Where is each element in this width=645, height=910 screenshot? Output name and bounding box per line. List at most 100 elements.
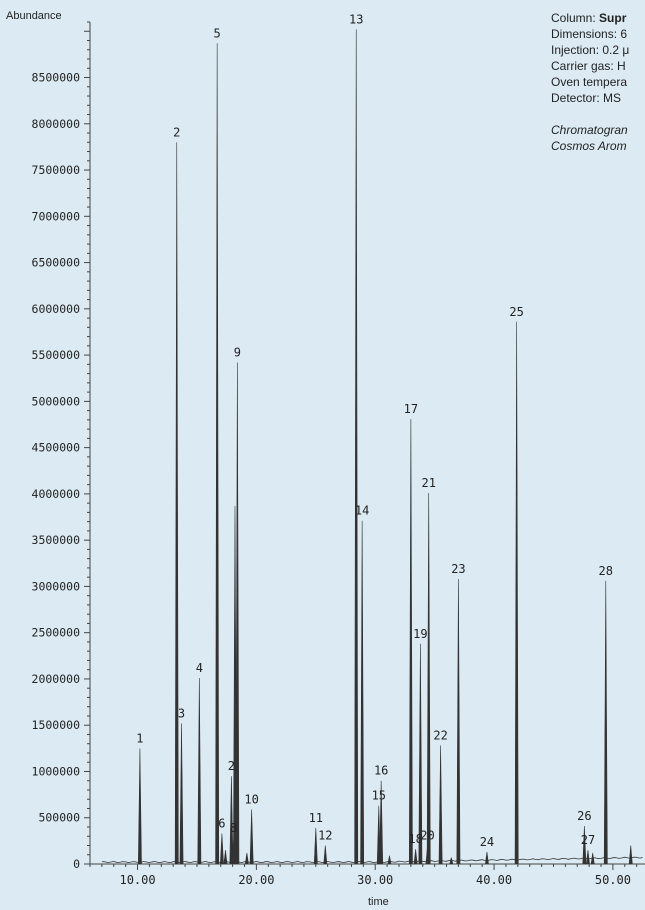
peak-14 bbox=[360, 520, 365, 865]
peak-18 bbox=[413, 849, 418, 865]
peak-26 bbox=[582, 826, 587, 865]
peak-12 bbox=[323, 845, 328, 865]
peak-21 bbox=[426, 492, 431, 865]
y-tick-label: 2000000 bbox=[32, 672, 81, 686]
peak-5 bbox=[215, 43, 220, 865]
peak-label: 1 bbox=[136, 731, 143, 745]
y-tick-label: 5500000 bbox=[32, 348, 81, 362]
peak-label: 11 bbox=[309, 811, 323, 825]
column-value: Supr bbox=[599, 11, 627, 25]
axes: 0 500000 1000000 1500000 2000000 2500000 30000… bbox=[32, 21, 645, 887]
y-tick-label: 5000000 bbox=[32, 394, 81, 408]
peak-label: 17 bbox=[404, 402, 418, 416]
peak-label: 2 bbox=[173, 125, 180, 139]
peak-10 bbox=[249, 809, 254, 865]
peak-11 bbox=[313, 827, 318, 865]
note-line-1: Chromatogran bbox=[551, 123, 628, 137]
y-tick-label: 8500000 bbox=[32, 71, 81, 85]
column-line: Column: Supr bbox=[551, 10, 645, 26]
x-tick-label: 30.00 bbox=[357, 873, 393, 887]
y-axis-label: Abundance bbox=[6, 10, 62, 22]
peak-label: 22 bbox=[433, 729, 447, 743]
y-tick-label: 1000000 bbox=[32, 764, 81, 778]
peak-label: 25 bbox=[509, 305, 523, 319]
peak-label: 19 bbox=[413, 627, 427, 641]
y-tick-label: 4000000 bbox=[32, 487, 81, 501]
y-tick-label: 1500000 bbox=[32, 718, 81, 732]
peak-6 bbox=[220, 833, 224, 865]
y-tick-label: 0 bbox=[73, 857, 80, 871]
y-tick-label: 8000000 bbox=[32, 117, 81, 131]
y-tick-label: 3500000 bbox=[32, 533, 81, 547]
peak-28 bbox=[603, 580, 608, 865]
y-tick-label: 7500000 bbox=[32, 163, 81, 177]
peak-label: 27 bbox=[581, 833, 595, 847]
peak-labels: 1234562891011121314151617181920212223242… bbox=[136, 12, 613, 849]
minor-peak bbox=[244, 852, 249, 865]
peak-label: 28 bbox=[599, 564, 613, 578]
peak-2 bbox=[174, 142, 179, 865]
peak-label: 16 bbox=[374, 764, 388, 778]
peak-2 bbox=[229, 776, 234, 865]
y-tick-label: 3000000 bbox=[32, 579, 81, 593]
y-tick-label: 4500000 bbox=[32, 441, 81, 455]
y-tick-label: 7000000 bbox=[32, 209, 81, 223]
x-tick-label: 50.00 bbox=[595, 873, 631, 887]
dimensions-line: Dimensions: 6 bbox=[551, 27, 628, 41]
column-label: Column: bbox=[551, 11, 600, 25]
peak-8 bbox=[231, 838, 236, 865]
peak-label: 9 bbox=[234, 346, 241, 360]
detector-line: Detector: MS bbox=[551, 91, 622, 105]
x-tick-label: 20.00 bbox=[238, 873, 274, 887]
minor-peak bbox=[628, 845, 633, 865]
note-line-2: Cosmos Arom bbox=[551, 139, 627, 153]
peak-16 bbox=[379, 780, 384, 865]
peak-1 bbox=[138, 748, 142, 865]
peak-label: 14 bbox=[355, 504, 369, 518]
y-tick-label: 2500000 bbox=[32, 626, 81, 640]
peak-24 bbox=[485, 851, 489, 865]
peak-label: 5 bbox=[214, 26, 221, 40]
minor-peak bbox=[223, 850, 228, 865]
peak-label: 21 bbox=[421, 476, 435, 490]
minor-peak bbox=[387, 855, 392, 865]
peak-23 bbox=[456, 579, 461, 865]
peak-3 bbox=[179, 723, 184, 865]
peak-17 bbox=[408, 418, 413, 865]
peak-label: 6 bbox=[218, 816, 225, 830]
peak-label: 8 bbox=[230, 821, 237, 835]
carrier-gas-line: Carrier gas: H bbox=[551, 59, 626, 73]
peak-27 bbox=[586, 850, 590, 865]
info-spacer bbox=[551, 106, 645, 122]
method-info-panel: Column: Supr Dimensions: 6 Injection: 0.… bbox=[551, 10, 645, 154]
peak-22 bbox=[438, 745, 443, 865]
peak-label: 20 bbox=[420, 828, 434, 842]
peak-label: 10 bbox=[244, 792, 258, 806]
oven-line: Oven tempera bbox=[551, 75, 628, 89]
peak-25 bbox=[514, 321, 519, 865]
peak-13 bbox=[354, 29, 359, 865]
peak-label: 23 bbox=[451, 562, 465, 576]
peak-9 bbox=[235, 362, 240, 865]
y-tick-label: 500000 bbox=[38, 811, 80, 825]
peak-label: 12 bbox=[318, 828, 332, 842]
x-tick-label: 40.00 bbox=[476, 873, 512, 887]
peak-4 bbox=[197, 678, 202, 865]
y-tick-label: 6000000 bbox=[32, 302, 81, 316]
minor-peak bbox=[449, 857, 454, 865]
peak-label: 13 bbox=[349, 12, 363, 26]
minor-peak bbox=[590, 852, 595, 865]
trace bbox=[101, 29, 643, 865]
peak-label: 2 bbox=[228, 759, 235, 773]
y-tick-label: 6500000 bbox=[32, 256, 81, 270]
peak-label: 15 bbox=[372, 789, 386, 803]
baseline-trace bbox=[101, 856, 643, 864]
x-tick-label: 10.00 bbox=[119, 873, 155, 887]
injection-line: Injection: 0.2 μ bbox=[551, 43, 630, 57]
peak-19 bbox=[418, 643, 423, 865]
peak-label: 26 bbox=[577, 809, 591, 823]
peak-label: 3 bbox=[178, 706, 185, 720]
peak-label: 24 bbox=[480, 835, 494, 849]
peak-label: 18 bbox=[408, 832, 422, 846]
